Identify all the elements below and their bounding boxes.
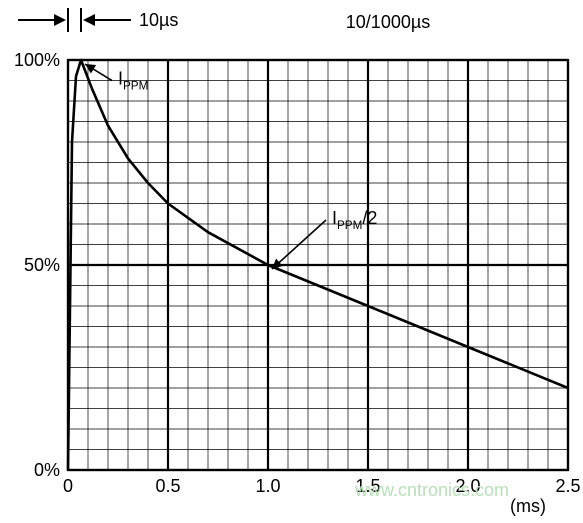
- annotation-label-ippm: IPPM: [118, 69, 148, 93]
- annotation-label-ippm2: IPPM/2: [332, 208, 377, 232]
- rise-arrowhead-left: [54, 14, 66, 26]
- x-tick-label: 1.0: [255, 476, 280, 496]
- y-tick-label: 50%: [24, 255, 60, 275]
- chart-title: 10/1000µs: [346, 12, 430, 32]
- x-tick-label: 0.5: [155, 476, 180, 496]
- x-axis-label: (ms): [510, 496, 546, 516]
- rise-arrowhead-right: [83, 14, 95, 26]
- y-tick-label: 100%: [14, 50, 60, 70]
- x-tick-label: 2.0: [455, 476, 480, 496]
- x-tick-label: 1.5: [355, 476, 380, 496]
- rise-time-label: 10µs: [139, 10, 178, 30]
- x-tick-label: 2.5: [555, 476, 580, 496]
- y-tick-label: 0%: [34, 460, 60, 480]
- x-tick-label: 0: [63, 476, 73, 496]
- pulse-waveform-chart: 0% 50% 100% 0 0.5 1.0 1.5 2.0 2.5 (ms) 10/1000µs 10…: [0, 0, 583, 523]
